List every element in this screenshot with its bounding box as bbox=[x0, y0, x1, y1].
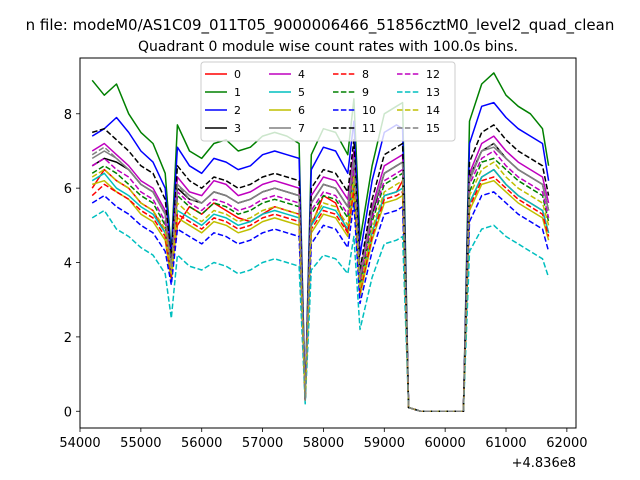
x-tick-label: 56000 bbox=[181, 436, 222, 451]
x-tick-label: 59000 bbox=[364, 436, 405, 451]
chart-title: Quadrant 0 module wise count rates with … bbox=[138, 39, 518, 55]
legend-label-15: 15 bbox=[426, 122, 440, 135]
y-axis: 0 2 4 6 8 bbox=[64, 108, 80, 420]
series-line-13 bbox=[91, 209, 550, 413]
legend-label-10: 10 bbox=[362, 104, 376, 117]
series-line-15 bbox=[91, 142, 550, 413]
x-axis: 54000 55000 56000 57000 58000 59000 60000 61000… bbox=[59, 428, 588, 451]
legend-label-11: 11 bbox=[362, 122, 376, 135]
legend-label-3: 3 bbox=[234, 122, 241, 135]
legend-label-14: 14 bbox=[426, 104, 440, 117]
x-tick-label: 61000 bbox=[485, 436, 526, 451]
y-tick-label: 8 bbox=[64, 108, 72, 123]
series-line-9 bbox=[91, 157, 550, 413]
legend-label-2: 2 bbox=[234, 104, 241, 117]
series-layer bbox=[91, 72, 550, 413]
plot-frame bbox=[79, 57, 577, 429]
y-tick-label: 4 bbox=[64, 257, 72, 272]
x-tick-label: 58000 bbox=[303, 436, 344, 451]
series-line-11 bbox=[91, 124, 550, 413]
legend-label-5: 5 bbox=[298, 86, 305, 99]
series-line-14 bbox=[91, 161, 550, 413]
legend-label-7: 7 bbox=[298, 122, 305, 135]
legend-label-9: 9 bbox=[362, 86, 369, 99]
x-axis-offset-label: +4.836e8 bbox=[512, 456, 576, 471]
legend-label-6: 6 bbox=[298, 104, 305, 117]
legend-box bbox=[200, 61, 456, 142]
legend-label-1: 1 bbox=[234, 86, 241, 99]
legend-label-13: 13 bbox=[426, 86, 440, 99]
series-line-10 bbox=[91, 191, 550, 413]
x-tick-label: 54000 bbox=[59, 436, 100, 451]
legend-label-8: 8 bbox=[362, 68, 369, 81]
legend-label-0: 0 bbox=[234, 68, 241, 81]
y-tick-label: 6 bbox=[64, 182, 72, 197]
x-tick-label: 62000 bbox=[546, 436, 587, 451]
x-tick-label: 57000 bbox=[242, 436, 283, 451]
legend-label-4: 4 bbox=[298, 68, 305, 81]
x-tick-label: 60000 bbox=[424, 436, 465, 451]
y-tick-label: 0 bbox=[64, 405, 72, 420]
x-tick-label: 55000 bbox=[120, 436, 161, 451]
y-tick-label: 2 bbox=[64, 331, 72, 346]
legend-label-12: 12 bbox=[426, 68, 440, 81]
figure-suptitle: n file: modeM0/AS1C09_011T05_9000006466_… bbox=[26, 16, 615, 35]
